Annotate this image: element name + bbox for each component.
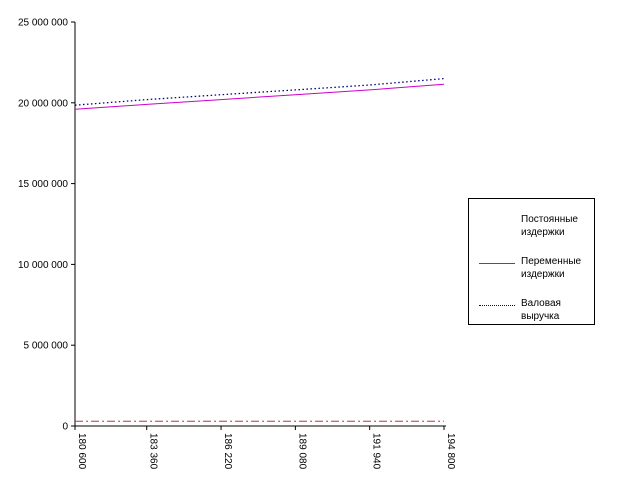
y-tick-label: 25 000 000: [18, 18, 68, 29]
legend-label: Валовая выручка: [521, 298, 561, 322]
x-tick-label: 194 800: [445, 433, 456, 470]
x-tick-label: 180 600: [76, 433, 87, 470]
y-tick-label: 5 000 000: [24, 341, 69, 352]
series-line-1: [74, 83, 445, 110]
x-tick-label: 186 220: [222, 433, 233, 470]
x-tick-label: 191 940: [371, 433, 382, 470]
legend-label: Постоянные издержки: [521, 214, 578, 238]
y-tick-label: 0: [62, 422, 68, 433]
y-tick-label: 10 000 000: [18, 260, 68, 271]
legend-label: Переменные издержки: [521, 256, 582, 280]
legend-swatch-variable-costs: [479, 263, 515, 264]
legend-item-variable-costs: Переменные издержки: [469, 247, 594, 281]
x-tick-label: 189 080: [296, 433, 307, 470]
legend-item-fixed-costs: Постоянные издержки: [469, 205, 594, 239]
legend: Постоянные издержки Переменные издержки …: [468, 198, 595, 325]
legend-swatch-gross-revenue: [479, 305, 515, 306]
series-line-2: [74, 77, 445, 106]
x-tick-label: 183 360: [148, 433, 159, 470]
y-tick-label: 15 000 000: [18, 179, 68, 190]
y-tick-label: 20 000 000: [18, 98, 68, 109]
legend-item-gross-revenue: Валовая выручка: [469, 289, 594, 323]
